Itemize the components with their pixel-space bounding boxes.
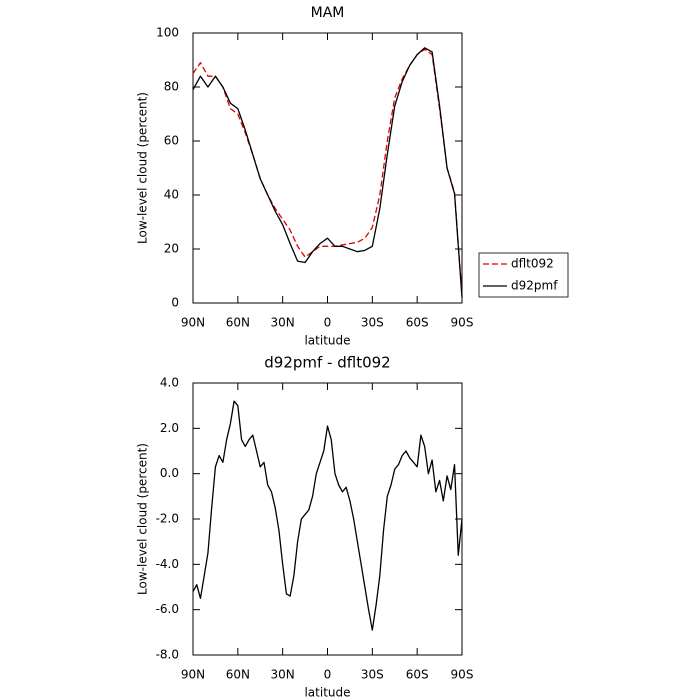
- y-tick-label: -6.0: [156, 602, 179, 616]
- x-tick-label: 60N: [226, 668, 250, 682]
- y-tick-label: 4.0: [160, 376, 179, 390]
- y-tick-label: 80: [164, 80, 179, 94]
- x-axis-label: latitude: [304, 686, 350, 700]
- y-tick-label: -4.0: [156, 557, 179, 571]
- x-tick-label: 60S: [406, 668, 429, 682]
- y-tick-label: 0.0: [160, 466, 179, 480]
- x-tick-label: 90S: [451, 316, 474, 330]
- x-tick-label: 0: [324, 668, 332, 682]
- legend-label: dflt092: [511, 257, 554, 271]
- y-tick-label: -8.0: [156, 648, 179, 662]
- y-tick-label: -2.0: [156, 512, 179, 526]
- legend-box: [478, 252, 569, 298]
- chart-title: d92pmf - dflt092: [264, 354, 390, 372]
- x-tick-label: 0: [324, 316, 332, 330]
- x-tick-label: 90N: [181, 316, 205, 330]
- x-tick-label: 30S: [361, 668, 384, 682]
- y-tick-label: 0: [171, 296, 179, 310]
- x-tick-label: 30N: [271, 316, 295, 330]
- data-line: [192, 47, 463, 298]
- plot-frame: [192, 32, 463, 304]
- x-axis-label: latitude: [304, 334, 350, 348]
- legend-label: d92pmf: [511, 279, 558, 293]
- x-tick-label: 60S: [406, 316, 429, 330]
- x-tick-label: 60N: [226, 316, 250, 330]
- data-line: [192, 400, 463, 631]
- x-tick-label: 30N: [271, 668, 295, 682]
- y-tick-label: 100: [156, 26, 179, 40]
- x-tick-label: 90S: [451, 668, 474, 682]
- x-tick-label: 90N: [181, 668, 205, 682]
- y-tick-label: 2.0: [160, 421, 179, 435]
- data-line: [192, 48, 463, 295]
- x-tick-label: 30S: [361, 316, 384, 330]
- y-tick-label: 20: [164, 242, 179, 256]
- chart-title: MAM: [311, 5, 345, 21]
- y-axis-label: Low-level cloud (percent): [136, 92, 150, 244]
- y-tick-label: 40: [164, 188, 179, 202]
- plot-frame: [192, 382, 463, 656]
- y-tick-label: 60: [164, 134, 179, 148]
- y-axis-label: Low-level cloud (percent): [136, 443, 150, 595]
